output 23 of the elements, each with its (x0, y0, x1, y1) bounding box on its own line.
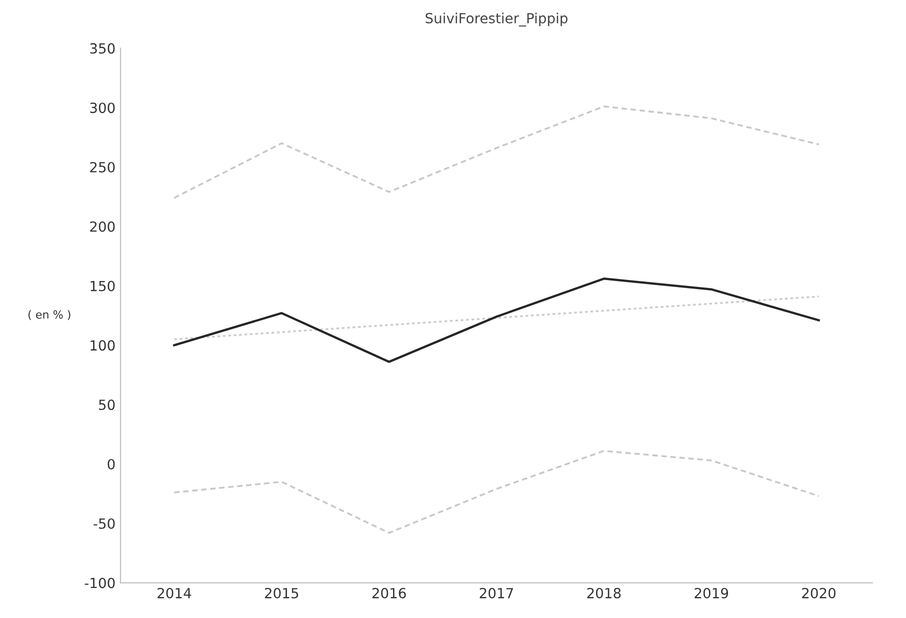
y-tick-label: 150 (90, 280, 115, 292)
y-tick-label: 200 (90, 221, 115, 232)
y-tick-label: 0 (108, 458, 115, 470)
y-tick-label: 350 (90, 43, 115, 54)
x-tick-label: 2015 (264, 588, 298, 598)
x-tick-label: 2020 (802, 588, 836, 598)
line-series (173, 296, 820, 340)
line-series (173, 278, 820, 363)
line-series (173, 106, 820, 199)
y-tick-label: -100 (84, 578, 115, 588)
y-tick-label: 50 (99, 400, 115, 410)
y-tick-label: 300 (90, 102, 115, 114)
x-tick-label: 2019 (694, 588, 728, 598)
y-tick-label: -50 (94, 518, 115, 529)
x-tick-label: 2018 (587, 588, 621, 598)
x-tick-label: 2016 (372, 588, 406, 598)
x-tick-label: 2017 (480, 588, 513, 598)
y-axis-title: ( en % ) (28, 310, 70, 320)
x-tick-label: 2014 (158, 588, 192, 598)
y-tick-label: 100 (90, 340, 115, 351)
chart-title: SuiviForestier_Pippip (426, 12, 568, 26)
line-series (173, 450, 820, 534)
y-tick-label: 250 (90, 162, 115, 172)
